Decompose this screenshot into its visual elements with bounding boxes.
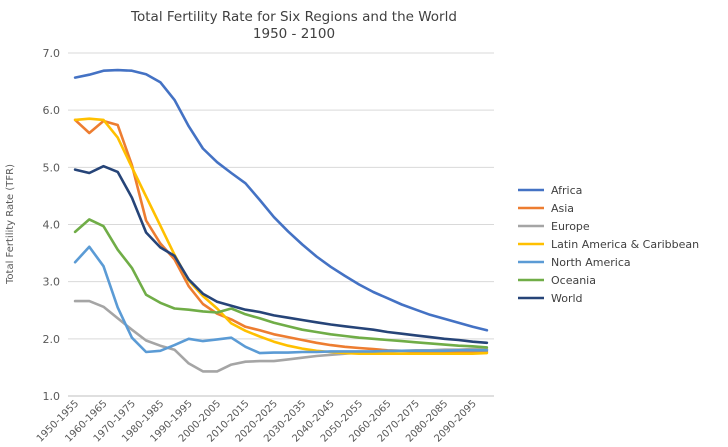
y-tick-label: 4.0: [43, 219, 61, 232]
legend-label: World: [551, 292, 583, 305]
legend: Africa Asia Europe Latin America & Caribbea…: [518, 184, 699, 305]
y-axis-ticks: 1.0 2.0 3.0 4.0 5.0 6.0 7.0: [43, 47, 61, 403]
y-tick-label: 1.0: [43, 390, 61, 403]
series-line-world: [73, 164, 489, 345]
chart-subtitle: 1950 - 2100: [253, 26, 335, 42]
legend-label: Asia: [551, 202, 574, 215]
y-tick-label: 6.0: [43, 104, 61, 117]
y-tick-label: 3.0: [43, 276, 61, 289]
series-line-oceania: [73, 218, 489, 349]
series-lines: [73, 68, 489, 373]
y-axis-label: Total Fertility Rate (TFR): [5, 164, 16, 285]
legend-label: North America: [551, 256, 631, 269]
y-tick-label: 7.0: [43, 47, 61, 60]
legend-label: Oceania: [551, 274, 596, 287]
y-tick-label: 5.0: [43, 161, 61, 174]
legend-label: Europe: [551, 220, 590, 233]
legend-label: Africa: [551, 184, 582, 197]
chart-title: Total Fertility Rate for Six Regions and…: [130, 9, 457, 25]
legend-label: Latin America & Caribbean: [551, 238, 699, 251]
series-line-latin-america-caribbean: [73, 117, 489, 356]
y-tick-label: 2.0: [43, 333, 61, 346]
series-line-north-america: [73, 245, 489, 355]
series-line-africa: [73, 68, 489, 332]
